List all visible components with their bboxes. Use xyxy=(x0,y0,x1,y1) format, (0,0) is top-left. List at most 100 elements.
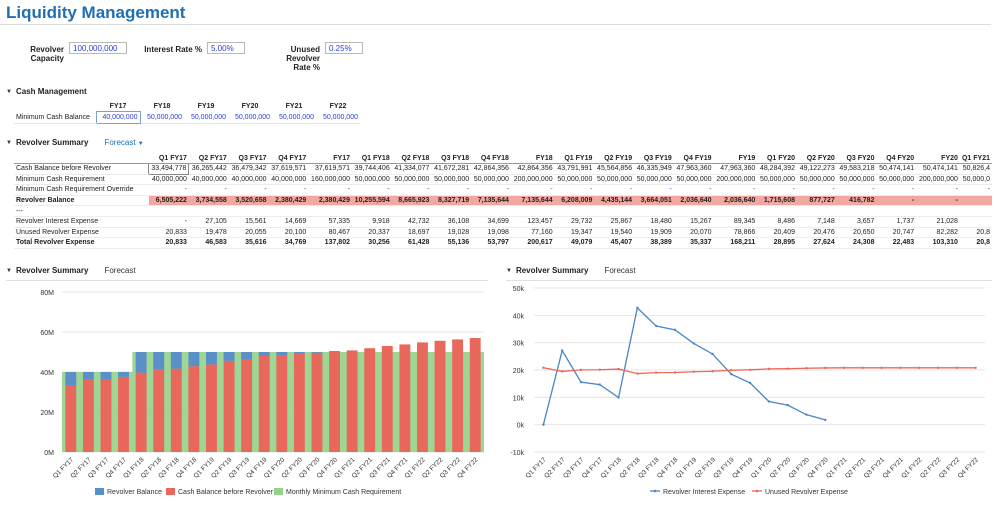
cash-balance-bar xyxy=(417,342,428,452)
revolver-balance-bar xyxy=(82,372,94,380)
rs-cell[interactable]: - xyxy=(188,184,229,196)
unused-revolver-rate-input[interactable]: 0.25% xyxy=(325,42,363,54)
rs-cell: 19,909 xyxy=(634,227,674,239)
data-point xyxy=(560,370,564,373)
rs-cell[interactable]: - xyxy=(673,184,714,196)
y-tick-label: -10k xyxy=(510,450,524,457)
cash-balance-bar xyxy=(452,339,464,452)
rs-cell[interactable]: - xyxy=(228,184,269,196)
rs-cell: 21,028 xyxy=(916,216,960,228)
revolver-balance-bar xyxy=(241,352,253,360)
rs-cell: 2,380,429 xyxy=(268,195,309,207)
rs-cell xyxy=(797,205,837,217)
rs-col-header: Q1 FY20 xyxy=(766,154,795,162)
rs-cell: 77,160 xyxy=(510,227,555,239)
rs-cell: 3,520,658 xyxy=(228,195,269,207)
rs-col-header: FY20 xyxy=(941,154,958,162)
chart-right-tab[interactable]: Forecast xyxy=(604,266,636,275)
rs-cell: 19,478 xyxy=(188,227,229,239)
rs-cell[interactable]: - xyxy=(554,184,595,196)
rs-cell: 19,028 xyxy=(431,227,472,239)
revolver-balance-bar xyxy=(170,352,182,369)
rs-cell: 50,000,0 xyxy=(959,174,992,186)
rs-cell[interactable]: - xyxy=(431,184,472,196)
rs-cell: 1,715,608 xyxy=(757,195,797,207)
rs-cell[interactable]: - xyxy=(594,184,635,196)
rs-cell: 1,737 xyxy=(876,216,917,228)
rs-cell: 80,467 xyxy=(308,227,352,239)
rs-cell: 61,428 xyxy=(391,237,432,249)
revolver-capacity-input[interactable]: 100,000,000 xyxy=(69,42,127,54)
rs-cell[interactable]: - xyxy=(836,184,877,196)
revolver-summary-header[interactable]: ▼ Revolver Summary Forecast ▼ xyxy=(6,138,144,147)
cm-cell[interactable]: 50,000,000 xyxy=(228,111,272,124)
rs-cell xyxy=(959,205,992,217)
data-point xyxy=(805,413,808,416)
cm-cell[interactable]: 50,000,000 xyxy=(316,111,360,124)
rs-cell[interactable]: - xyxy=(797,184,837,196)
chart-left-tab[interactable]: Forecast xyxy=(104,266,136,275)
rs-cell: 39,744,406 xyxy=(351,163,392,175)
rs-cell: 33,494,778 xyxy=(148,163,190,175)
collapse-triangle-icon[interactable]: ▼ xyxy=(506,267,512,274)
rs-cell: 57,335 xyxy=(308,216,352,228)
rs-cell: 20,650 xyxy=(836,227,877,239)
rs-cell[interactable]: - xyxy=(148,184,189,196)
rs-cell[interactable]: - xyxy=(959,184,992,196)
chart-left-divider xyxy=(6,280,488,281)
rs-cell: 27,105 xyxy=(188,216,229,228)
rs-cell: 37,619,571 xyxy=(268,163,309,175)
rs-cell[interactable]: - xyxy=(713,184,758,196)
rs-cell[interactable]: - xyxy=(510,184,555,196)
unused-revolver-rate-label: Unused Revolver Rate % xyxy=(286,45,320,72)
rs-cell xyxy=(148,205,189,217)
data-point xyxy=(805,367,808,370)
rs-cell[interactable]: - xyxy=(308,184,352,196)
cm-cell[interactable]: 50,000,000 xyxy=(140,111,184,124)
rs-col-header: Q3 FY17 xyxy=(238,154,267,162)
rs-cell[interactable]: - xyxy=(634,184,674,196)
cm-cell[interactable]: 50,000,000 xyxy=(272,111,316,124)
rs-cell[interactable]: - xyxy=(876,184,917,196)
collapse-triangle-icon[interactable]: ▼ xyxy=(6,88,12,95)
legend-swatch xyxy=(274,488,283,495)
collapse-triangle-icon[interactable]: ▼ xyxy=(6,139,12,146)
cm-cell[interactable]: 50,000,000 xyxy=(184,111,228,124)
y-tick-label: 40M xyxy=(40,370,54,377)
rs-cell: 34,699 xyxy=(471,216,511,228)
cash-balance-bar xyxy=(188,366,200,452)
revolver-balance-bar xyxy=(153,352,165,370)
rs-cell: 9,918 xyxy=(351,216,392,228)
cm-cell[interactable]: 40,000,000 xyxy=(95,111,141,124)
rs-cell[interactable]: - xyxy=(916,184,960,196)
cash-management-header[interactable]: ▼ Cash Management xyxy=(6,87,87,96)
rs-cell: 42,864,356 xyxy=(510,163,555,175)
table-row: --- xyxy=(14,205,992,217)
legend-label: Revolver Balance xyxy=(107,489,162,496)
collapse-triangle-icon[interactable]: ▼ xyxy=(6,267,12,274)
rs-cell: 15,561 xyxy=(228,216,269,228)
rs-cell[interactable]: - xyxy=(351,184,392,196)
rs-cell: 20,070 xyxy=(673,227,714,239)
cash-balance-bar xyxy=(469,338,481,452)
rs-cell: 2,036,640 xyxy=(713,195,758,207)
rs-cell[interactable]: - xyxy=(268,184,309,196)
rs-cell: 28,895 xyxy=(757,237,797,249)
data-point xyxy=(824,366,827,370)
rs-cell: 20,476 xyxy=(797,227,837,239)
chart-right-header[interactable]: ▼ Revolver Summary Forecast xyxy=(506,266,636,275)
data-point xyxy=(918,366,921,370)
forecast-dropdown[interactable]: Forecast ▼ xyxy=(104,138,143,147)
rs-cell[interactable]: - xyxy=(757,184,797,196)
rs-cell[interactable]: - xyxy=(471,184,511,196)
y-tick-label: 20k xyxy=(513,368,525,375)
rs-cell: 40,000,000 xyxy=(268,174,309,186)
rs-cell: 7,148 xyxy=(797,216,837,228)
revolver-balance-bar xyxy=(223,352,235,361)
rs-cell[interactable]: - xyxy=(391,184,432,196)
chart-left-header[interactable]: ▼ Revolver Summary Forecast xyxy=(6,266,136,275)
rs-cell: 36,108 xyxy=(431,216,472,228)
interest-rate-input[interactable]: 5.00% xyxy=(207,42,245,54)
